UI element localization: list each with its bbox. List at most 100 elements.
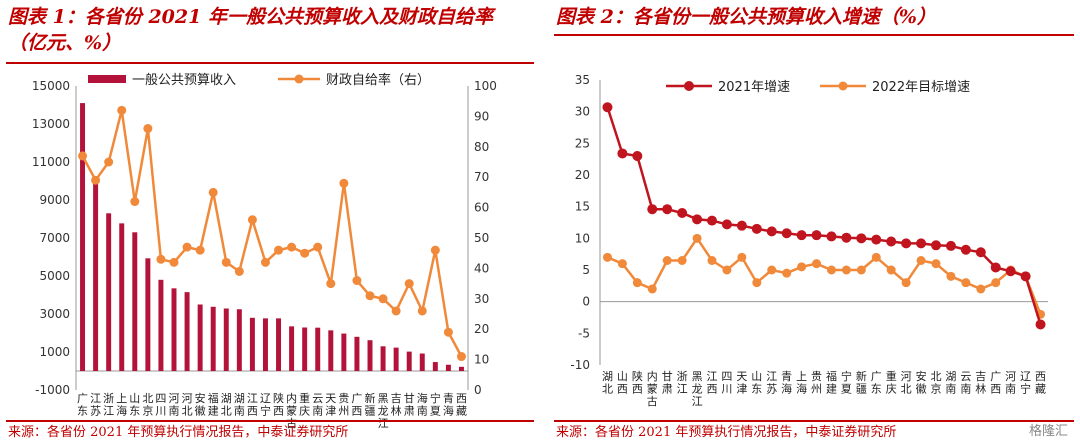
- revenue-bar: [80, 103, 86, 371]
- category-label-glyph: 重: [299, 391, 310, 405]
- left-chart-svg: -100010003000500070009000110001300015000…: [32, 72, 497, 430]
- target-2022-point: [797, 262, 807, 272]
- category-label-glyph: 庆: [299, 404, 310, 418]
- category-label-glyph: 天: [736, 370, 747, 383]
- category-label-glyph: 北: [602, 383, 613, 396]
- revenue-bar: [458, 366, 464, 371]
- target-2022-point: [856, 265, 866, 275]
- category-label-glyph: 辽: [1020, 370, 1031, 383]
- category-label-glyph: 江: [247, 392, 258, 405]
- growth-2021-point: [1020, 271, 1031, 282]
- category-label-glyph: 州: [338, 405, 349, 418]
- category-label-glyph: 广: [871, 370, 882, 383]
- category-label-glyph: 徽: [916, 382, 927, 396]
- category-label-glyph: 吉: [391, 392, 402, 405]
- category-label-glyph: 南: [1005, 383, 1016, 396]
- y-tick-label: 15: [575, 200, 590, 214]
- legend-line-marker: [294, 74, 304, 84]
- target-2022-point: [841, 265, 851, 275]
- category-label-glyph: 津: [736, 383, 747, 396]
- self-sufficiency-point: [195, 245, 205, 255]
- revenue-bar: [132, 232, 138, 371]
- category-label-glyph: 龙: [692, 383, 703, 396]
- left-tick-label: 13000: [32, 117, 70, 131]
- category-label-glyph: 东: [751, 383, 762, 396]
- growth-2021-point: [766, 226, 777, 237]
- category-label-glyph: 宁: [841, 369, 852, 383]
- growth-2021-point: [751, 223, 762, 234]
- target-2022-point: [632, 278, 642, 288]
- revenue-bar: [302, 327, 308, 371]
- left-title-rule: [6, 62, 534, 64]
- self-sufficiency-point: [430, 245, 440, 255]
- category-label-glyph: 庆: [886, 382, 897, 396]
- revenue-bar: [393, 347, 399, 371]
- y-tick-label: 0: [582, 295, 590, 309]
- right-tick-label: 40: [474, 261, 489, 275]
- self-sufficiency-point: [456, 352, 466, 362]
- target-2022-point: [662, 256, 672, 265]
- category-label-glyph: 南: [960, 383, 971, 396]
- category-label-glyph: 京: [931, 382, 942, 396]
- right-source-rule: [554, 420, 1074, 422]
- growth-2021-point: [662, 204, 673, 215]
- self-sufficiency-point: [391, 306, 401, 316]
- category-label-glyph: 浙: [103, 392, 114, 405]
- right-tick-label: 30: [474, 292, 489, 306]
- category-label-glyph: 内: [286, 391, 297, 405]
- self-sufficiency-point: [417, 306, 427, 316]
- self-sufficiency-point: [378, 294, 388, 304]
- self-sufficiency-point: [274, 245, 284, 255]
- target-2022-point: [976, 284, 986, 294]
- category-label-glyph: 龙: [378, 405, 389, 418]
- y-tick-label: -10: [570, 358, 590, 372]
- self-sufficiency-point: [443, 327, 453, 337]
- category-label-glyph: 藏: [1035, 383, 1046, 396]
- revenue-bar: [406, 351, 412, 371]
- self-sufficiency-point: [234, 266, 244, 276]
- category-label-glyph: 新: [856, 369, 867, 383]
- growth-2021-line: [606, 106, 1042, 325]
- target-2022-point: [737, 252, 747, 262]
- right-tick-label: 90: [474, 109, 489, 123]
- category-label-glyph: 建: [826, 382, 837, 396]
- growth-2021-point: [990, 262, 1001, 273]
- category-label-glyph: 浙: [677, 370, 688, 383]
- y-tick-label: 25: [575, 136, 590, 150]
- category-label-glyph: 州: [811, 383, 822, 396]
- left-chart-panel: 图表 1：各省份 2021 年一般公共预算收入及财政自给率（亿元、%） -100…: [6, 6, 534, 440]
- category-label-glyph: 京: [142, 404, 153, 418]
- category-label-glyph: 徽: [195, 404, 206, 418]
- left-source-rule: [6, 420, 534, 422]
- self-sufficiency-point: [156, 254, 166, 264]
- category-label-glyph: 西: [990, 383, 1001, 396]
- category-label-glyph: 江: [103, 405, 114, 418]
- category-label-glyph: 建: [208, 404, 219, 418]
- left-tick-label: 7000: [39, 231, 70, 245]
- category-label-glyph: 东: [129, 405, 140, 418]
- category-label-glyph: 青: [443, 392, 454, 405]
- revenue-bar: [93, 181, 99, 371]
- category-label-glyph: 宁: [1020, 382, 1031, 396]
- category-label-glyph: 西: [617, 383, 628, 396]
- self-sufficiency-point: [117, 105, 127, 115]
- revenue-bar: [276, 318, 282, 371]
- growth-2021-point: [1005, 266, 1016, 277]
- growth-2021-point: [617, 148, 628, 159]
- category-label-glyph: 夏: [430, 405, 441, 418]
- right-tick-label: 50: [474, 231, 489, 245]
- category-label-glyph: 贵: [811, 370, 822, 383]
- category-label-glyph: 南: [169, 405, 180, 418]
- growth-2021-point: [975, 247, 986, 258]
- category-label-glyph: 肃: [404, 405, 415, 418]
- self-sufficiency-point: [352, 276, 362, 286]
- revenue-bar: [419, 353, 425, 371]
- revenue-bar: [380, 346, 386, 371]
- target-2022-point: [961, 278, 971, 288]
- category-label-glyph: 山: [617, 370, 628, 383]
- target-2022-point: [722, 265, 732, 275]
- category-label-glyph: 东: [871, 383, 882, 396]
- right-chart-title: 图表 2：各省份一般公共预算收入增速（%）: [556, 6, 936, 28]
- category-label-glyph: 西: [351, 405, 362, 418]
- category-label-glyph: 河: [1005, 370, 1016, 383]
